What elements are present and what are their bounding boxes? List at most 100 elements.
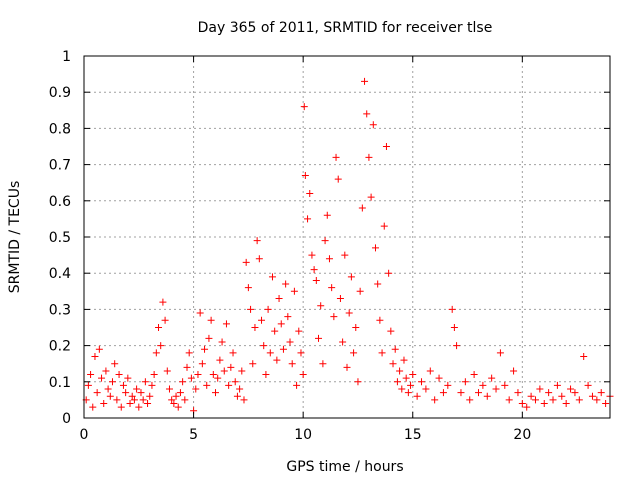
data-point (163, 367, 171, 375)
data-point (380, 222, 388, 230)
data-point (505, 396, 513, 404)
data-point (540, 400, 548, 408)
data-point (279, 345, 287, 353)
data-point (339, 338, 347, 346)
data-point (325, 255, 333, 263)
data-point (396, 367, 404, 375)
data-point (321, 237, 329, 245)
data-point (389, 360, 397, 368)
data-point (343, 363, 351, 371)
data-point (225, 381, 233, 389)
data-point (363, 110, 371, 118)
data-point (183, 363, 191, 371)
data-point (161, 316, 169, 324)
data-point (580, 352, 588, 360)
data-point (323, 211, 331, 219)
data-point (575, 396, 583, 404)
data-point (113, 396, 121, 404)
data-point (214, 374, 222, 382)
data-point (262, 371, 270, 379)
x-tick-label: 15 (404, 427, 422, 443)
data-point (553, 381, 561, 389)
data-point (358, 204, 366, 212)
data-point (260, 342, 268, 350)
data-point (108, 378, 116, 386)
data-point (205, 334, 213, 342)
data-point (409, 371, 417, 379)
data-point (273, 356, 281, 364)
data-point (150, 371, 158, 379)
data-point (378, 349, 386, 357)
data-point (422, 385, 430, 393)
data-point (398, 385, 406, 393)
data-point (328, 284, 336, 292)
data-point (168, 396, 176, 404)
data-point (290, 287, 298, 295)
data-point (400, 356, 408, 364)
data-point (531, 396, 539, 404)
data-point (450, 324, 458, 331)
data-point (315, 334, 323, 342)
y-tick-label: 0 (62, 411, 71, 427)
data-point (266, 349, 274, 357)
data-point (271, 327, 279, 335)
data-point (176, 389, 184, 397)
x-tick-label: 0 (80, 427, 89, 443)
y-tick-labels: 0 0.1 0.2 0.3 0.4 0.5 0.6 0.7 0.8 0.9 1 (49, 49, 71, 427)
data-point (336, 295, 344, 303)
data-point (128, 392, 136, 400)
data-point (282, 280, 290, 288)
data-point (124, 374, 132, 382)
data-point (165, 385, 173, 393)
data-point (382, 143, 390, 150)
data-point (187, 374, 195, 382)
chart-title: Day 365 of 2011, SRMTID for receiver tls… (198, 20, 493, 36)
data-point (87, 371, 95, 379)
data-point (212, 389, 219, 397)
data-point (174, 403, 182, 411)
data-point (268, 273, 276, 281)
data-point (130, 396, 138, 404)
data-point (133, 385, 141, 393)
data-point (466, 396, 474, 404)
data-point (179, 378, 187, 386)
data-point (365, 153, 373, 161)
data-point (448, 305, 456, 313)
data-point (439, 389, 447, 397)
data-point (233, 392, 241, 400)
y-tick-label: 0.4 (49, 266, 71, 282)
data-point (253, 237, 261, 245)
data-point (155, 324, 163, 331)
data-point (286, 338, 294, 346)
data-point (238, 367, 246, 375)
y-tick-label: 0.5 (49, 230, 71, 246)
data-point (295, 327, 303, 335)
data-point (207, 316, 215, 324)
data-point (567, 385, 575, 393)
data-point (501, 381, 509, 389)
data-point (308, 251, 316, 259)
data-point (185, 349, 193, 357)
data-point (413, 392, 421, 400)
data-point (407, 381, 415, 389)
data-point (181, 396, 189, 404)
data-point (523, 403, 531, 411)
data-point (84, 381, 92, 389)
data-point (201, 345, 209, 353)
data-point (435, 374, 443, 382)
data-point (488, 374, 496, 382)
data-point (347, 273, 355, 281)
data-point (157, 342, 165, 350)
data-point (242, 258, 250, 266)
data-point (146, 392, 154, 400)
data-point (602, 400, 610, 408)
data-point (284, 313, 292, 321)
data-point (361, 77, 369, 85)
data-point (277, 320, 285, 328)
data-point (115, 371, 123, 379)
data-point (475, 389, 482, 397)
y-tick-label: 0.6 (49, 194, 71, 210)
data-point (562, 400, 570, 408)
data-point (98, 374, 106, 382)
